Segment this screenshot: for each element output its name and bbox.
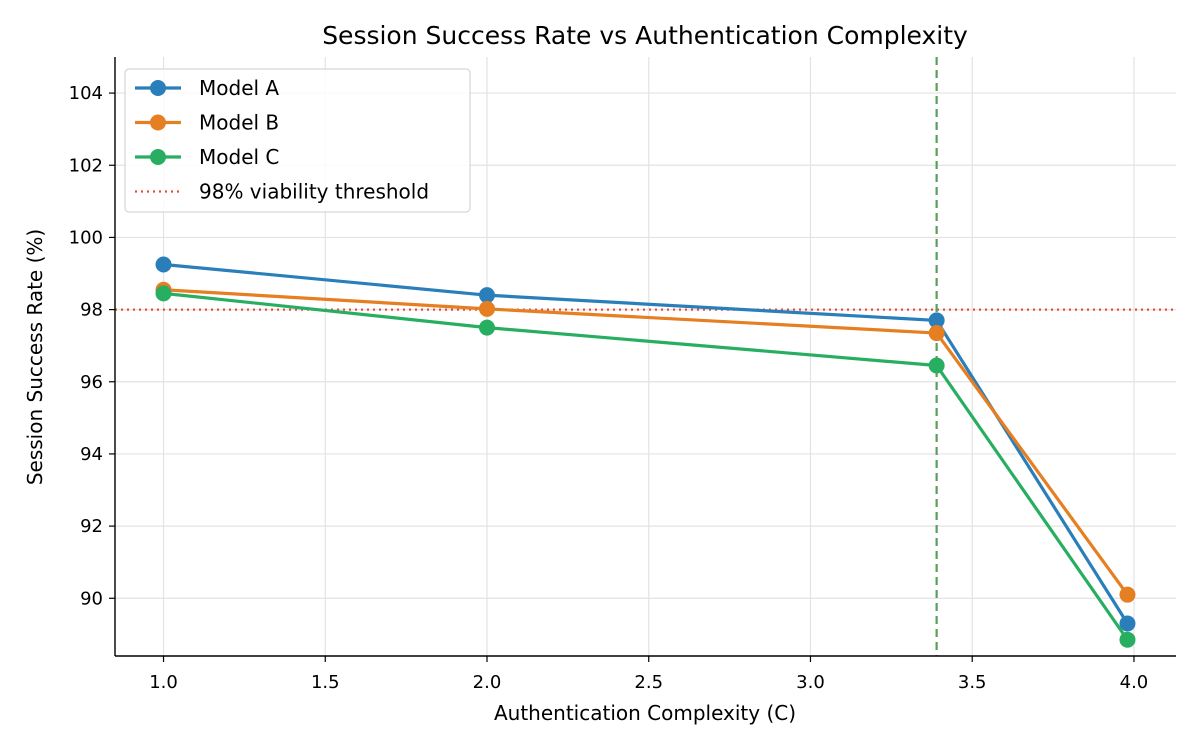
model-a-point [1119, 615, 1136, 632]
x-axis-label: Authentication Complexity (C) [494, 701, 796, 725]
model-c-point [478, 319, 495, 336]
model-c-line [163, 291, 1129, 641]
model-a-point [478, 287, 495, 304]
y-tick-label: 104 [69, 83, 103, 104]
model-b-line [163, 288, 1129, 596]
model-c-point [928, 357, 945, 374]
x-tick-label: 3.0 [796, 672, 825, 693]
legend-box [124, 68, 471, 213]
model-a-point [928, 312, 945, 329]
legend-label-model-c: Model C [199, 145, 279, 169]
model-a-point [155, 256, 172, 273]
y-tick-label: 100 [69, 227, 103, 248]
model-c-point [1119, 631, 1136, 648]
y-axis-label: Session Success Rate (%) [23, 229, 47, 485]
x-tick-label: 2.0 [473, 672, 502, 693]
legend-label-model-b: Model B [199, 111, 279, 135]
chart-title: Session Success Rate vs Authentication C… [322, 21, 968, 50]
y-tick-label: 94 [80, 444, 103, 465]
model-b-point [478, 300, 495, 317]
y-tick-label: 96 [80, 372, 103, 393]
model-b-point [928, 325, 945, 342]
x-tick-label: 4.0 [1120, 672, 1149, 693]
y-ticks: 90 92 94 96 98 100 102 104 [69, 83, 115, 609]
legend-marker-model-c [150, 149, 166, 165]
series-lines [155, 256, 1136, 648]
model-b-point [1119, 586, 1136, 603]
y-tick-label: 92 [80, 516, 103, 537]
y-tick-label: 98 [80, 300, 103, 321]
x-tick-label: 1.5 [311, 672, 340, 693]
model-c-point [155, 285, 172, 302]
x-ticks: 1.0 1.5 2.0 2.5 3.0 3.5 4.0 [149, 656, 1148, 693]
x-tick-label: 2.5 [634, 672, 663, 693]
legend-label-model-a: Model A [199, 76, 279, 100]
axes [114, 57, 1176, 657]
y-tick-label: 90 [80, 588, 103, 609]
legend-marker-model-b [150, 114, 166, 131]
legend: Model A Model B Model C 98% viability thres… [124, 68, 471, 213]
legend-marker-model-a [150, 80, 166, 96]
x-tick-label: 3.5 [958, 672, 987, 693]
y-tick-label: 102 [69, 155, 103, 176]
model-a-line [163, 262, 1129, 625]
x-tick-label: 1.0 [149, 672, 178, 693]
reference-lines [115, 57, 1176, 656]
legend-label-98-viability-threshold: 98% viability threshold [199, 180, 429, 204]
